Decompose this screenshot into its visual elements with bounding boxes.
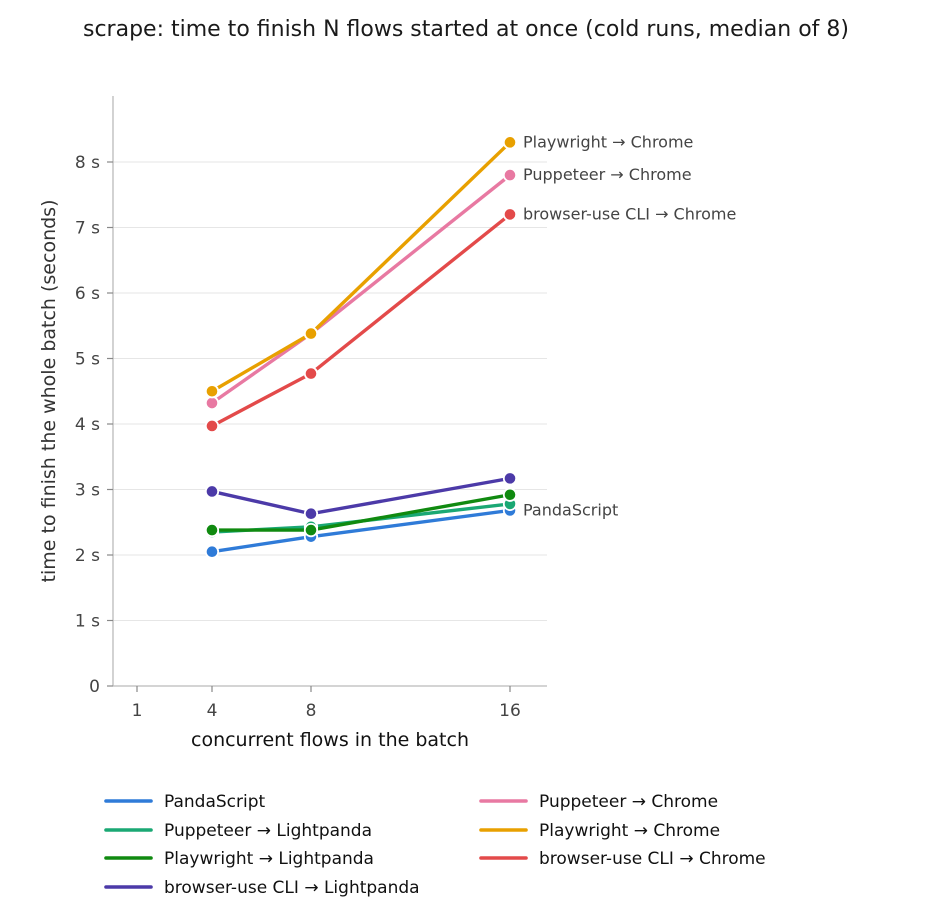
y-tick-label: 8 s	[75, 153, 100, 173]
grid	[113, 161, 547, 621]
legend-label: browser-use CLI → Lightpanda	[164, 878, 420, 898]
data-point	[502, 168, 518, 183]
data-point	[502, 207, 518, 222]
points-group	[204, 135, 518, 559]
data-point	[204, 418, 220, 434]
series-end-label: browser-use CLI → Chrome	[523, 204, 736, 223]
y-tick-label: 4 s	[75, 415, 100, 435]
x-tick-label: 16	[499, 701, 521, 721]
axes	[112, 96, 547, 687]
y-tick-label: 5 s	[75, 350, 100, 370]
x-tick-label: 1	[132, 701, 143, 721]
data-point	[303, 506, 319, 521]
data-point	[204, 523, 220, 538]
end-labels: PandaScript Puppeteer → Chrome Playwright …	[523, 132, 736, 519]
legend-label: PandaScript	[164, 792, 266, 812]
chart-title: scrape: time to finish N flows started a…	[83, 17, 849, 42]
legend-label: browser-use CLI → Chrome	[539, 849, 766, 869]
series-line	[210, 140, 512, 393]
legend-label: Puppeteer → Lightpanda	[164, 821, 372, 841]
data-point	[502, 135, 518, 150]
y-tick-label: 2 s	[75, 546, 100, 566]
x-tick-label: 8	[306, 701, 317, 721]
data-point	[204, 384, 220, 399]
series-group	[210, 140, 512, 554]
data-point	[303, 523, 319, 538]
data-point	[303, 326, 319, 341]
data-point	[502, 487, 518, 502]
legend-label: Playwright → Lightpanda	[164, 849, 374, 869]
legend-label: Playwright → Chrome	[539, 821, 720, 841]
y-axis-label: time to finish the whole batch (seconds)	[38, 200, 60, 583]
data-point	[204, 395, 220, 411]
data-point	[502, 471, 518, 486]
legend: PandaScript Puppeteer → Lightpanda Playwri…	[104, 792, 766, 898]
y-tick-label: 0	[89, 677, 100, 697]
data-point	[204, 544, 220, 559]
y-tick-label: 6 s	[75, 284, 100, 304]
ticks: 0 1 s 2 s 3 s 4 s 5 s 6 s 7 s 8 s 1 4 8 16	[75, 153, 521, 721]
legend-label: Puppeteer → Chrome	[539, 792, 718, 812]
y-tick-label: 7 s	[75, 219, 100, 239]
series-end-label: PandaScript	[523, 500, 618, 519]
x-tick-label: 4	[207, 701, 218, 721]
series-end-label: Puppeteer → Chrome	[523, 165, 692, 184]
y-tick-label: 1 s	[75, 612, 100, 632]
series-line	[210, 173, 512, 405]
data-point	[204, 484, 220, 499]
x-axis-label: concurrent flows in the batch	[191, 729, 469, 751]
series-line	[210, 212, 512, 428]
series-end-label: Playwright → Chrome	[523, 132, 693, 151]
data-point	[303, 366, 319, 381]
y-tick-label: 3 s	[75, 481, 100, 501]
